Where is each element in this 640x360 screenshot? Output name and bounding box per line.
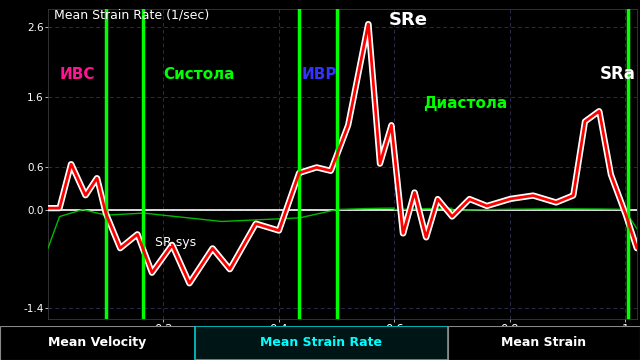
- Text: SRa: SRa: [599, 66, 635, 84]
- Text: ИВС: ИВС: [60, 67, 95, 82]
- Bar: [195, 326, 448, 360]
- Text: Систола: Систола: [163, 67, 235, 82]
- Text: SR sys: SR sys: [155, 236, 196, 249]
- Text: Mean Strain: Mean Strain: [501, 336, 587, 349]
- Text: ИВР: ИВР: [302, 67, 337, 82]
- Text: Диастола: Диастола: [423, 95, 508, 111]
- Text: Mean Velocity: Mean Velocity: [48, 336, 147, 349]
- Bar: [0, 326, 195, 360]
- Bar: [448, 326, 640, 360]
- Text: Mean Strain Rate: Mean Strain Rate: [260, 336, 382, 349]
- Text: Mean Strain Rate (1/sec): Mean Strain Rate (1/sec): [54, 8, 209, 21]
- Text: SRe: SRe: [388, 11, 428, 29]
